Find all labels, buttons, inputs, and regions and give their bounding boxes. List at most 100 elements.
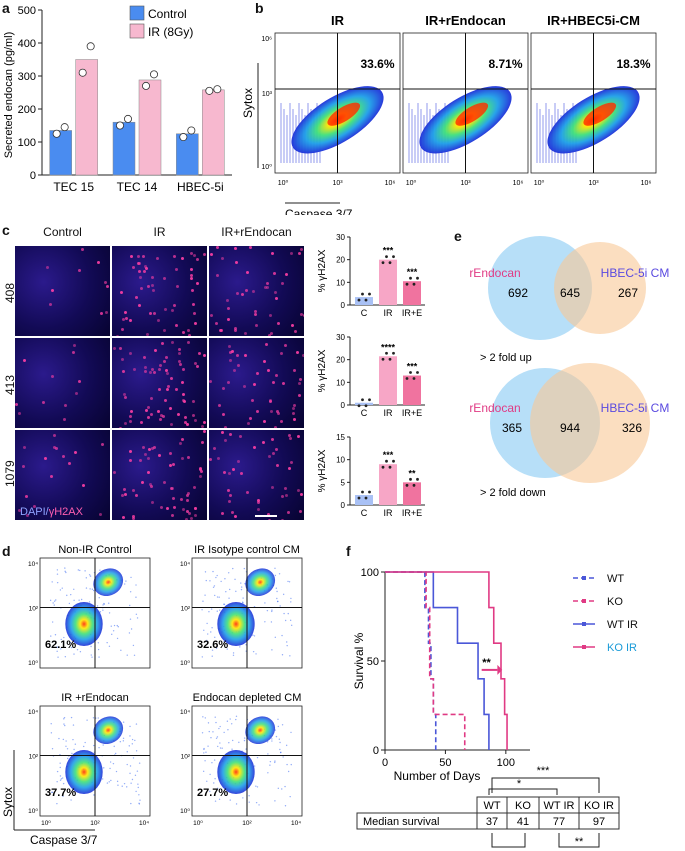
cell-signal — [150, 396, 154, 400]
bar-ir-8gy- — [138, 79, 162, 176]
cell-signal — [97, 260, 101, 264]
x-tick-label: IR — [384, 408, 394, 418]
cell-signal — [179, 363, 183, 367]
event — [239, 646, 241, 648]
event — [102, 609, 104, 611]
event — [50, 723, 52, 725]
bar — [355, 402, 373, 405]
cell-signal — [22, 358, 26, 362]
cell-signal — [132, 489, 136, 493]
cell-signal — [134, 296, 138, 300]
x-tick-label: IR+E — [402, 508, 422, 518]
bracket-label: * — [517, 778, 522, 790]
data-point — [388, 261, 392, 265]
event — [103, 602, 105, 605]
event — [234, 578, 236, 581]
cell-signal — [121, 516, 125, 520]
cell-signal — [151, 447, 155, 451]
quadrant-percent: 62.1% — [45, 639, 76, 651]
y-tick-label: 10⁰ — [261, 163, 272, 171]
cell-signal — [295, 351, 299, 355]
event — [57, 656, 59, 658]
event — [103, 767, 105, 769]
cell-signal — [116, 334, 120, 336]
event — [244, 582, 246, 585]
event — [255, 801, 258, 804]
event — [56, 573, 59, 575]
event — [68, 602, 71, 605]
cell-signal — [18, 412, 22, 416]
event — [253, 605, 256, 608]
event-density — [217, 602, 255, 646]
cell-signal — [142, 255, 146, 259]
cell-signal — [17, 508, 21, 512]
cell-signal — [272, 380, 276, 384]
y-tick-label: 15 — [336, 433, 345, 442]
cell-signal — [180, 457, 184, 461]
event — [217, 787, 219, 790]
y-tick-label: 0 — [373, 745, 379, 757]
event — [96, 605, 99, 607]
micrograph — [15, 430, 110, 520]
event — [274, 800, 276, 802]
legend-label: IR (8Gy) — [148, 25, 193, 39]
data-point — [412, 483, 416, 487]
event — [64, 724, 66, 727]
event — [229, 799, 231, 801]
cell-signal — [233, 514, 237, 518]
event — [132, 644, 135, 647]
plot-title: IR+rEndocan — [425, 13, 506, 28]
legend-swatch — [129, 5, 145, 21]
cell-signal — [187, 512, 191, 515]
event — [287, 770, 290, 773]
event — [253, 635, 256, 637]
cell-signal — [300, 248, 304, 252]
bracket-label: *** — [537, 765, 551, 777]
cell-signal — [120, 328, 124, 332]
micrograph — [209, 430, 304, 520]
event — [238, 741, 240, 744]
cell-signal — [129, 409, 133, 413]
cell-signal — [24, 495, 28, 499]
flow-d-2 — [39, 705, 151, 817]
data-point — [405, 282, 409, 286]
stain-gh2ax: γH2AX — [48, 506, 83, 518]
event — [276, 590, 278, 593]
cell-signal — [153, 371, 157, 375]
cell-signal — [148, 482, 152, 486]
event — [221, 747, 223, 749]
cell-signal — [62, 418, 66, 421]
data-point — [60, 123, 69, 132]
cell-signal — [146, 405, 150, 409]
y-tick-label: 10² — [29, 754, 39, 761]
cell-signal — [171, 497, 175, 501]
x-tick-label: 10⁰ — [193, 820, 203, 827]
event — [139, 799, 141, 801]
event — [60, 648, 62, 650]
event — [113, 745, 115, 748]
quadrant-percent: 18.3% — [616, 57, 650, 71]
x-tick-label: C — [361, 308, 368, 318]
event — [217, 745, 219, 748]
event — [116, 637, 119, 640]
x-tick-label: 10³ — [332, 180, 343, 187]
cell-signal — [165, 371, 169, 375]
cell-signal — [139, 287, 143, 291]
event — [129, 604, 131, 607]
cell-signal — [160, 506, 164, 510]
x-tick-label: 50 — [439, 757, 451, 769]
bar — [403, 281, 421, 305]
bar — [355, 495, 373, 505]
data-point — [364, 298, 368, 302]
event — [70, 799, 72, 801]
event — [129, 772, 131, 775]
event — [208, 611, 210, 613]
x-tick-label: IR — [384, 508, 394, 518]
cell-signal — [270, 410, 274, 414]
x-tick-label: IR+E — [402, 408, 422, 418]
cell-signal — [129, 459, 133, 463]
panel-c-label: c — [2, 222, 10, 238]
cell-signal — [142, 356, 146, 360]
event — [121, 785, 123, 787]
event — [255, 653, 257, 655]
